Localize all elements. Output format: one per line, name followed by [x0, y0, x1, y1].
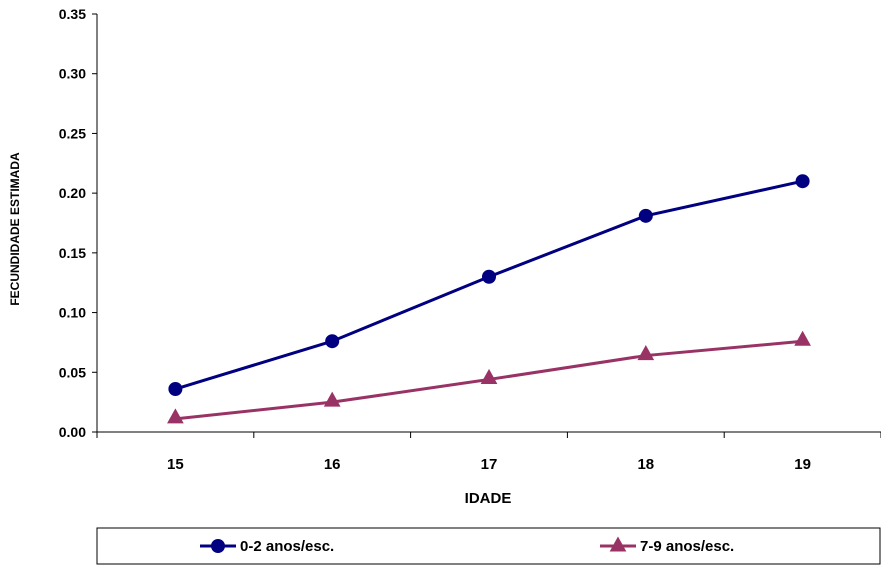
- data-point: [482, 269, 496, 284]
- legend-label: 0-2 anos/esc.: [240, 538, 334, 555]
- y-tick-label: 0.05: [59, 364, 86, 380]
- y-tick-label: 0.20: [59, 185, 86, 201]
- x-tick-label: 15: [167, 456, 184, 473]
- y-axis-title: FECUNDIDADE ESTIMADA: [8, 152, 22, 306]
- series-group: [167, 174, 811, 424]
- data-point: [325, 334, 340, 349]
- axes: [92, 13, 881, 438]
- x-tick-label: 19: [794, 456, 811, 473]
- series-1: [168, 174, 810, 397]
- data-point: [795, 174, 810, 189]
- legend-label: 7-9 anos/esc.: [640, 538, 734, 555]
- legend: 0-2 anos/esc. 7-9 anos/esc.: [96, 527, 881, 565]
- series-line: [174, 179, 803, 391]
- series-2: [167, 330, 811, 424]
- data-point: [167, 408, 184, 424]
- y-tick-label: 0.35: [59, 6, 86, 22]
- x-tick-label: 16: [324, 456, 341, 473]
- data-point: [323, 391, 341, 407]
- legend-marker: [211, 539, 225, 553]
- data-point: [168, 382, 183, 397]
- x-tick-label: 18: [637, 456, 654, 473]
- data-point: [480, 368, 498, 384]
- y-tick-label: 0.10: [59, 305, 86, 321]
- x-tick-label: 17: [481, 456, 498, 473]
- data-point: [638, 208, 653, 223]
- y-tick-label: 0.15: [59, 245, 86, 261]
- tick-labels: 0.00 0.05 0.10 0.15 0.20 0.25 0.30 0.35 15 16 17 18…: [59, 6, 811, 473]
- y-tick-label: 0.30: [59, 66, 86, 82]
- y-tick-label: 0.00: [59, 424, 86, 440]
- legend-marker: [609, 536, 627, 552]
- x-axis-title: IDADE: [465, 490, 512, 507]
- data-point: [794, 330, 811, 346]
- y-tick-label: 0.25: [59, 125, 86, 141]
- data-point: [637, 345, 655, 361]
